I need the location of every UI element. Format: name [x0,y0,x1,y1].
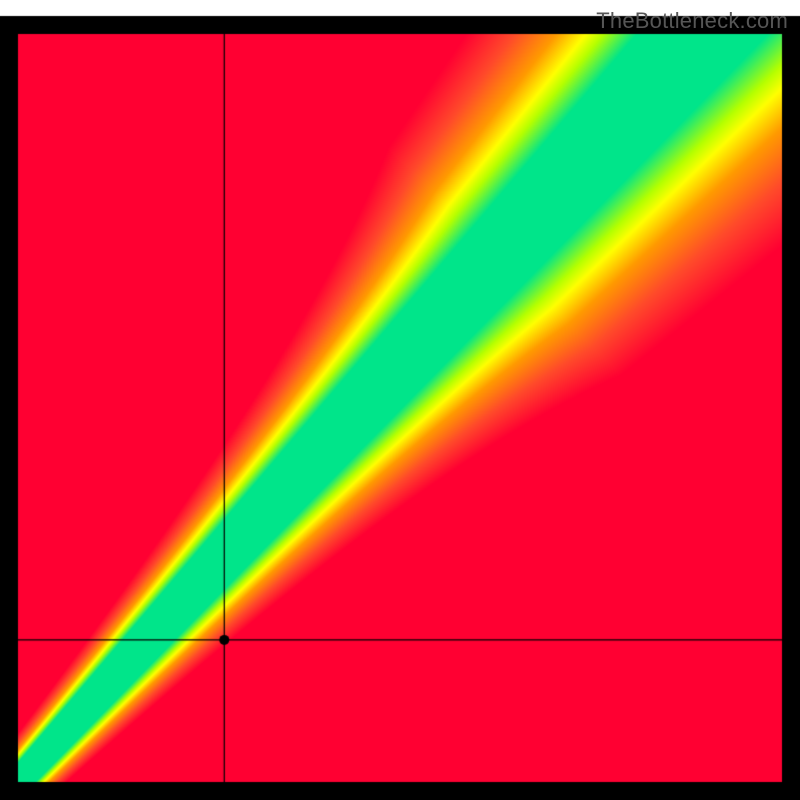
heatmap-canvas [0,0,800,800]
watermark-text: TheBottleneck.com [596,8,788,34]
chart-container: TheBottleneck.com [0,0,800,800]
